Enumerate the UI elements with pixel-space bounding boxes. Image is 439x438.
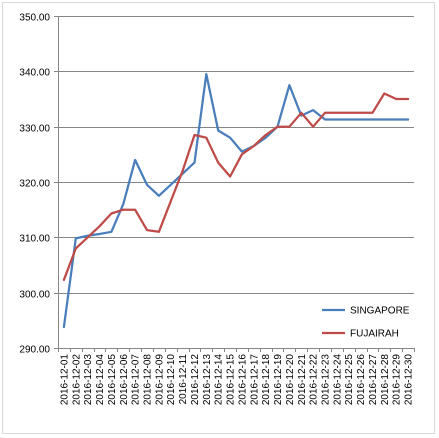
y-tick-labels: 290.00 300.00 310.00 320.00 330.00 340.00 350.… [19, 13, 50, 356]
x-tick-label: 2016-12-22 [309, 354, 320, 406]
x-tick-label: 2016-12-29 [392, 354, 403, 406]
y-tick-label: 340.00 [19, 68, 50, 79]
x-tick-label: 2016-12-27 [368, 354, 379, 406]
x-tick-label: 2016-12-13 [202, 354, 213, 406]
x-tick-label: 2016-12-06 [119, 354, 130, 406]
x-tick-label: 2016-12-07 [131, 354, 142, 406]
series-line-fujairah [62, 92, 410, 282]
x-tick-label: 2016-12-26 [356, 354, 367, 406]
y-tick-label: 350.00 [19, 13, 50, 24]
x-tick-label: 2016-12-11 [178, 354, 189, 405]
x-tick-label: 2016-12-30 [404, 354, 415, 406]
chart-frame [2, 2, 435, 434]
x-tick-label: 2016-12-14 [214, 354, 225, 406]
x-tick-label: 2016-12-23 [321, 354, 332, 406]
y-tick-label: 300.00 [19, 290, 50, 301]
x-tick-label: 2016-12-09 [154, 354, 165, 406]
x-tick-label: 2016-12-21 [297, 354, 308, 406]
x-tick-label: 2016-12-20 [285, 354, 296, 406]
series-line-singapore [62, 72, 410, 329]
x-tick-label: 2016-12-19 [273, 354, 284, 406]
x-tick-label: 2016-12-24 [332, 354, 343, 406]
x-tick-label: 2016-12-01 [59, 354, 70, 406]
y-tick-label: 310.00 [19, 234, 50, 245]
x-tick-label: 2016-12-03 [83, 354, 94, 406]
axes [54, 16, 415, 352]
x-tick-label: 2016-12-05 [107, 354, 118, 406]
x-tick-label: 2016-12-17 [249, 354, 260, 406]
x-tick-label: 2016-12-02 [71, 354, 82, 406]
legend-label-fujairah: FUJAIRAH [350, 329, 399, 340]
y-tick-label: 320.00 [19, 179, 50, 190]
y-tick-label: 330.00 [19, 124, 50, 135]
x-tick-label: 2016-12-08 [143, 354, 154, 406]
x-tick-label: 2016-12-10 [166, 354, 177, 406]
x-tick-label: 2016-12-28 [380, 354, 391, 406]
x-tick-label: 2016-12-15 [226, 354, 237, 406]
x-tick-label: 2016-12-16 [237, 354, 248, 406]
x-tick-labels: 2016-12-01 2016-12-02 2016-12-03 2016-12-04… [59, 354, 414, 406]
gridlines [58, 16, 414, 349]
legend-label-singapore: SINGAPORE [350, 306, 410, 317]
legend: SINGAPORE FUJAIRAH [322, 306, 410, 340]
y-tick-label: 290.00 [19, 345, 50, 356]
x-tick-label: 2016-12-25 [344, 354, 355, 406]
x-tick-label: 2016-12-04 [95, 354, 106, 406]
x-tick-label: 2016-12-18 [261, 354, 272, 406]
x-tick-label: 2016-12-12 [190, 354, 201, 406]
series-lines [62, 72, 410, 329]
